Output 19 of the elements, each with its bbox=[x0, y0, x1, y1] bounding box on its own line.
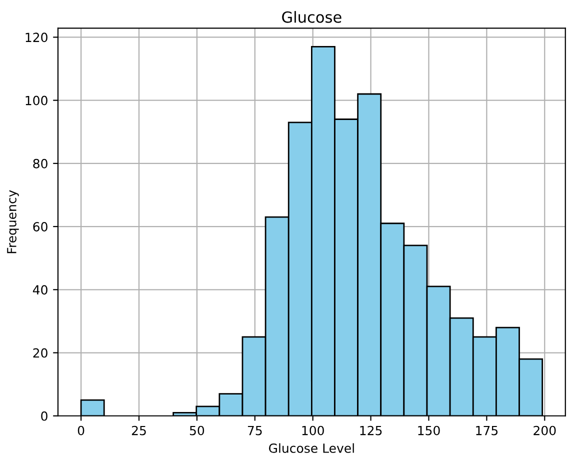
x-tick-label: 25 bbox=[132, 426, 146, 436]
y-tick-label: 120 bbox=[26, 32, 48, 42]
x-axis-title: Glucose Level bbox=[268, 443, 354, 453]
y-tick-label: 40 bbox=[32, 285, 48, 295]
y-axis-title: Frequency bbox=[7, 190, 19, 254]
x-tick-label: 100 bbox=[302, 426, 324, 436]
x-tick-label: 75 bbox=[248, 426, 262, 436]
y-tick-label: 60 bbox=[33, 222, 48, 232]
chart-title: Glucose bbox=[282, 11, 342, 23]
x-tick-label: 200 bbox=[534, 426, 556, 436]
x-tick-label: 150 bbox=[418, 426, 440, 436]
y-tick-label: 20 bbox=[33, 348, 48, 358]
x-tick-label: 125 bbox=[360, 426, 382, 436]
y-tick-label: 80 bbox=[33, 158, 48, 168]
y-tick-label: 100 bbox=[26, 96, 48, 106]
x-tick-label: 0 bbox=[78, 426, 84, 436]
x-tick-label: 50 bbox=[190, 426, 204, 436]
y-tick-label: 0 bbox=[41, 411, 48, 421]
x-tick-label: 175 bbox=[476, 426, 498, 436]
